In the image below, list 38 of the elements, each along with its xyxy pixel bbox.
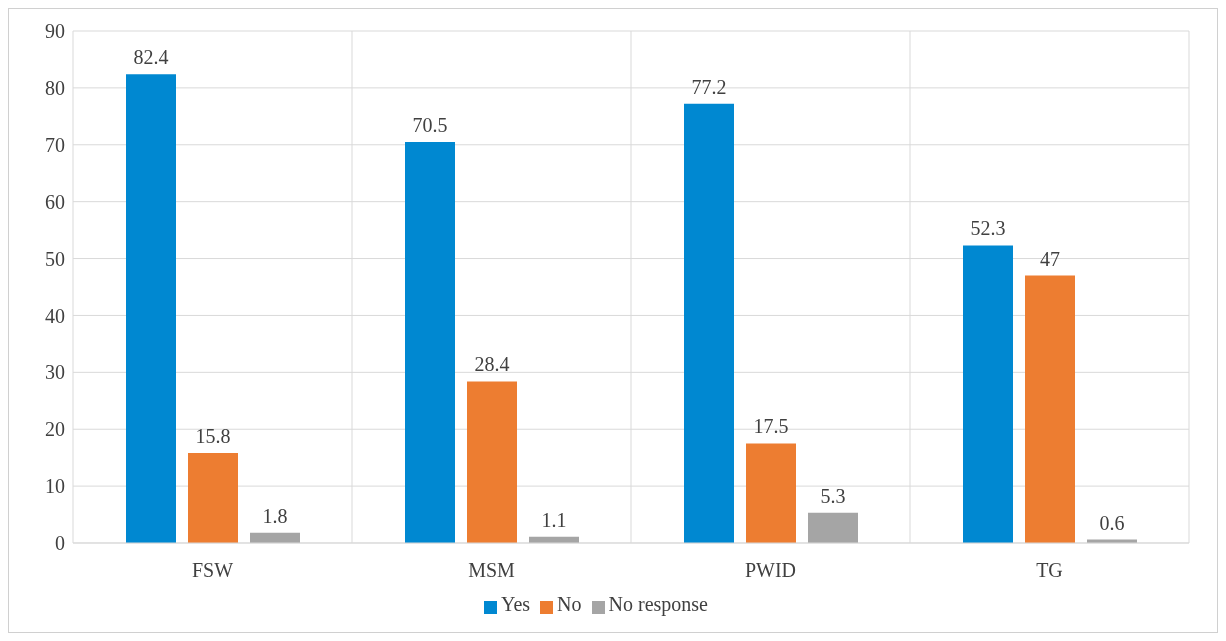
data-label: 17.5 <box>753 415 789 438</box>
bar <box>746 443 796 543</box>
y-tick-label: 10 <box>45 475 65 498</box>
bar <box>808 512 858 543</box>
y-tick-label: 60 <box>45 190 65 213</box>
y-tick-label: 0 <box>55 532 65 555</box>
data-label: 77.2 <box>691 75 727 98</box>
y-tick-label: 20 <box>45 418 65 441</box>
y-tick-label: 40 <box>45 304 65 327</box>
bar <box>684 103 734 543</box>
bar <box>963 245 1013 543</box>
y-tick-label: 30 <box>45 361 65 384</box>
data-label: 1.1 <box>541 508 567 531</box>
data-label: 47 <box>1040 247 1060 270</box>
legend-label: No <box>557 593 582 615</box>
data-label: 0.6 <box>1099 511 1125 534</box>
bar <box>467 381 517 543</box>
x-tick-label: PWID <box>744 559 797 582</box>
legend-label: No response <box>608 593 708 615</box>
data-label: 28.4 <box>474 353 510 376</box>
bar <box>405 141 455 543</box>
data-label: 15.8 <box>195 425 231 448</box>
y-tick-label: 80 <box>45 76 65 99</box>
data-label: 5.3 <box>820 484 846 507</box>
data-label: 70.5 <box>412 113 448 136</box>
y-tick-label: 90 <box>45 20 65 43</box>
legend-label: Yes <box>501 593 531 615</box>
x-tick-label: TG <box>1036 559 1063 582</box>
data-label: 82.4 <box>133 46 169 69</box>
data-label: 1.8 <box>262 504 288 527</box>
x-tick-label: FSW <box>191 559 234 582</box>
y-tick-label: 70 <box>45 133 65 156</box>
x-tick-label: MSM <box>468 559 516 582</box>
bar <box>126 74 176 543</box>
bar <box>188 453 238 543</box>
data-label: 52.3 <box>970 217 1006 240</box>
y-tick-label: 50 <box>45 247 65 270</box>
bar <box>1025 275 1075 543</box>
